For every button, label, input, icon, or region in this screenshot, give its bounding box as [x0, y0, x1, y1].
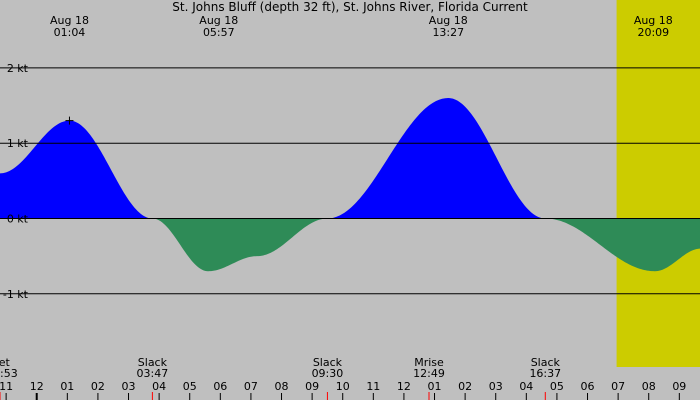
x-tick-label: 04: [152, 380, 166, 393]
x-tick-label: 09: [672, 380, 686, 393]
ebb-current-area: [0, 218, 700, 272]
top-label-time: 01:04: [54, 26, 86, 39]
y-tick-label: 1 kt: [7, 137, 29, 150]
event-time: 12:49: [413, 367, 445, 380]
x-tick-label: 10: [336, 380, 350, 393]
x-tick-label: 02: [91, 380, 105, 393]
event-time: 16:37: [529, 367, 561, 380]
top-label-date: Aug 18: [50, 14, 89, 27]
x-tick-label: 12: [397, 380, 411, 393]
x-tick-label: 05: [550, 380, 564, 393]
x-tick-label: 11: [0, 380, 13, 393]
event-time: 03:47: [137, 367, 169, 380]
x-tick-label: 06: [581, 380, 595, 393]
event-name: Slack: [531, 356, 561, 369]
x-tick-label: 03: [489, 380, 503, 393]
event-name: Slack: [313, 356, 343, 369]
top-label-date: Aug 18: [429, 14, 468, 27]
x-tick-label: 08: [275, 380, 289, 393]
x-tick-label: 04: [519, 380, 533, 393]
x-tick-label: 05: [183, 380, 197, 393]
y-tick-labels: 2 kt 1 kt 0 kt -1 kt: [3, 62, 29, 301]
top-label-time: 20:09: [637, 26, 669, 39]
event-labels: set2:53Slack03:47Slack09:30Mrise12:49Sla…: [0, 356, 561, 400]
top-label-date: Aug 18: [199, 14, 238, 27]
x-tick-label: 09: [305, 380, 319, 393]
x-tick-label: 11: [366, 380, 380, 393]
y-tick-label: 2 kt: [7, 62, 29, 75]
y-tick-label: -1 kt: [3, 288, 29, 301]
event-time: 2:53: [0, 367, 18, 380]
peak-marker: [65, 116, 74, 125]
x-tick-label: 01: [60, 380, 74, 393]
y-gridlines: [0, 67, 700, 295]
top-label-time: 05:57: [203, 26, 235, 39]
x-tick-label: 12: [30, 380, 44, 393]
top-label-time: 13:27: [432, 26, 464, 39]
x-tick-label: 03: [122, 380, 136, 393]
x-tick-label: 08: [642, 380, 656, 393]
event-time: 09:30: [312, 367, 344, 380]
x-tick-label: 07: [611, 380, 625, 393]
top-label-date: Aug 18: [634, 14, 673, 27]
x-tick-labels: 11 12 01 02 03 04 05 06 07 08 09 10 11 12 01 02 03 04 05 06…: [0, 380, 686, 400]
flood-current-area: [0, 98, 700, 219]
x-tick-label: 02: [458, 380, 472, 393]
event-name: Mrise: [414, 356, 444, 369]
event-name: Slack: [138, 356, 168, 369]
x-tick-label: 06: [213, 380, 227, 393]
x-tick-label: 01: [428, 380, 442, 393]
event-name: set: [0, 356, 10, 369]
chart-title: St. Johns Bluff (depth 32 ft), St. Johns…: [172, 0, 528, 14]
daylight-band: [616, 0, 700, 367]
y-tick-label: 0 kt: [7, 213, 29, 226]
x-tick-label: 07: [244, 380, 258, 393]
